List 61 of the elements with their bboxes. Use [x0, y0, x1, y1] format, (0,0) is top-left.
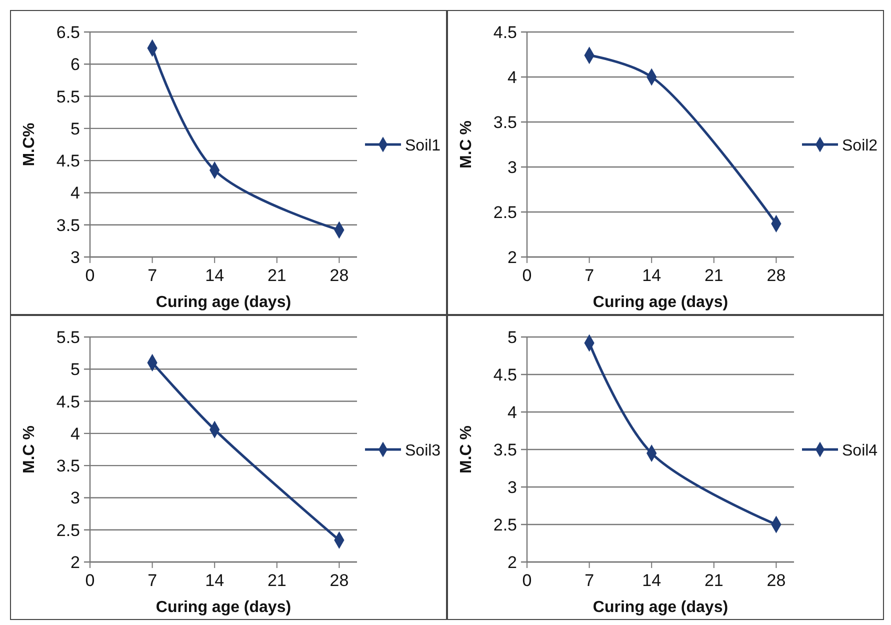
- x-tick-label: 7: [148, 571, 158, 590]
- y-tick-label: 3.5: [56, 456, 80, 476]
- x-tick-label: 0: [85, 571, 95, 590]
- y-tick-label: 6.5: [56, 23, 80, 42]
- legend-label: Soil1: [405, 138, 441, 154]
- y-tick-label: 4.5: [493, 366, 517, 384]
- x-tick-label: 28: [330, 571, 349, 590]
- x-tick-label: 7: [148, 266, 158, 285]
- x-tick-label: 7: [584, 571, 594, 590]
- y-tick-label: 2.5: [493, 203, 517, 222]
- y-axis-title: M.C %: [458, 426, 475, 474]
- x-tick-label: 21: [704, 571, 724, 590]
- y-tick-label: 2: [70, 553, 80, 572]
- y-tick-label: 2.5: [493, 516, 517, 534]
- y-tick-label: 2: [508, 553, 517, 572]
- x-tick-label: 14: [642, 571, 662, 590]
- x-axis-title: Curing age (days): [156, 294, 292, 311]
- x-tick-label: 28: [330, 266, 349, 285]
- x-tick-label: 14: [642, 266, 662, 285]
- y-axis-title: M.C %: [458, 120, 475, 168]
- y-tick-label: 4.5: [56, 392, 80, 412]
- y-tick-label: 3.5: [493, 113, 517, 132]
- x-tick-label: 0: [522, 571, 532, 590]
- x-tick-label: 14: [205, 266, 224, 285]
- y-tick-label: 4.5: [56, 152, 80, 171]
- x-tick-label: 21: [704, 266, 724, 285]
- y-tick-label: 3: [508, 158, 517, 177]
- x-tick-label: 28: [766, 571, 786, 590]
- x-axis-title: Curing age (days): [592, 294, 728, 311]
- legend-label: Soil2: [842, 138, 878, 154]
- y-tick-label: 5.5: [56, 328, 80, 347]
- y-tick-label: 5.5: [56, 87, 80, 106]
- y-tick-label: 2.5: [56, 520, 80, 540]
- y-tick-label: 5: [508, 328, 517, 347]
- y-tick-label: 5: [70, 119, 80, 138]
- y-tick-label: 6: [70, 55, 80, 74]
- y-axis-title: M.C%: [21, 122, 38, 166]
- legend-label: Soil3: [405, 442, 441, 460]
- y-tick-label: 4.5: [493, 23, 517, 42]
- y-tick-label: 3.5: [56, 216, 80, 235]
- y-tick-label: 4: [508, 68, 517, 87]
- x-tick-label: 0: [85, 266, 95, 285]
- x-tick-label: 21: [267, 266, 286, 285]
- y-tick-label: 3: [70, 248, 80, 267]
- y-tick-label: 4: [70, 424, 80, 444]
- y-tick-label: 4: [508, 403, 517, 422]
- y-tick-label: 4: [70, 184, 80, 203]
- y-tick-label: 3.5: [493, 440, 517, 460]
- y-tick-label: 2: [508, 248, 517, 267]
- x-tick-label: 28: [766, 266, 786, 285]
- x-tick-label: 0: [522, 266, 532, 285]
- x-axis-title: Curing age (days): [156, 599, 292, 616]
- y-tick-label: 3: [508, 478, 517, 497]
- x-tick-label: 21: [267, 571, 286, 590]
- legend-label: Soil4: [842, 442, 878, 460]
- y-axis-title: M.C %: [21, 426, 38, 474]
- y-tick-label: 5: [70, 360, 80, 380]
- y-tick-label: 3: [70, 488, 80, 508]
- x-tick-label: 14: [205, 571, 224, 590]
- x-axis-title: Curing age (days): [592, 599, 728, 616]
- x-tick-label: 7: [584, 266, 594, 285]
